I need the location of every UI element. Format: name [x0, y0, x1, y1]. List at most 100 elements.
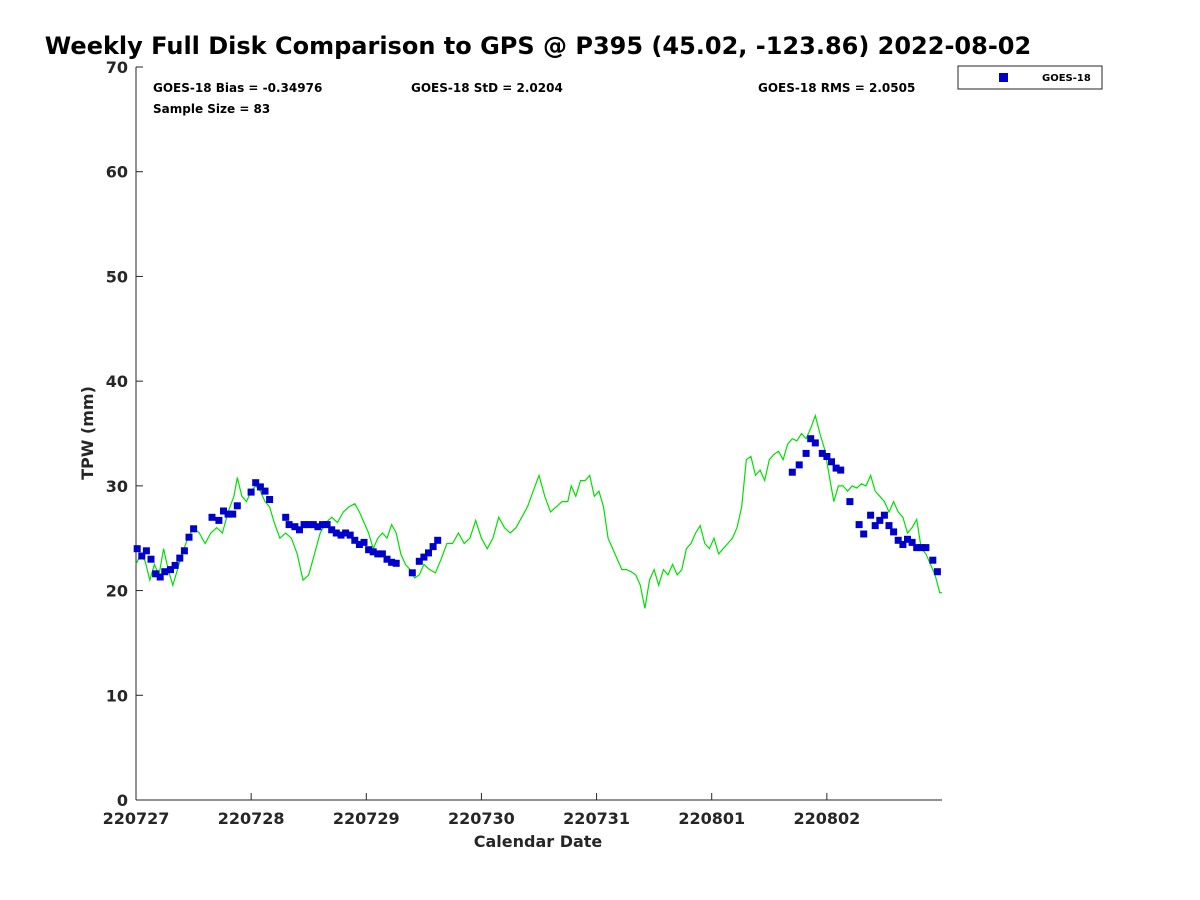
axes	[135, 67, 942, 801]
goes-18-point	[351, 536, 359, 544]
goes-18-point	[933, 568, 941, 576]
goes-18-point	[190, 525, 198, 533]
goes-18-point	[908, 538, 916, 546]
goes-18-point	[795, 461, 803, 469]
y-tick-label: 30	[106, 477, 128, 496]
legend-marker-goes-18	[999, 73, 1008, 82]
legend-box	[957, 65, 1103, 90]
stat-sample-size: Sample Size = 83	[153, 102, 270, 116]
gps-line	[135, 413, 942, 609]
goes-18-point	[408, 569, 416, 577]
goes-18-point	[147, 555, 155, 563]
goes-18-point	[434, 536, 442, 544]
legend: GOES-18	[957, 65, 1103, 90]
goes-18-point	[346, 531, 354, 539]
goes-18-point	[342, 529, 350, 537]
x-tick-label: 220802	[793, 809, 860, 828]
goes-18-point	[282, 513, 290, 521]
y-axis-ticks: 0 10 20 30 40 50 60 70	[106, 58, 143, 810]
legend-label-goes-18: GOES-18	[1042, 73, 1091, 84]
stat-bias: GOES-18 Bias = -0.34976	[153, 81, 322, 95]
goes-18-point	[880, 511, 888, 519]
goes-18-point	[388, 558, 396, 566]
goes-18-point	[360, 538, 368, 546]
goes-18-point	[355, 541, 363, 548]
goes-18-point	[305, 521, 313, 529]
goes-18-point	[138, 552, 146, 560]
goes-18-point	[208, 513, 216, 521]
goes-18-point	[811, 439, 819, 447]
goes-18-point	[828, 458, 835, 466]
goes-18-point	[415, 557, 423, 565]
goes-18-point	[832, 464, 840, 472]
goes-18-point	[266, 496, 274, 503]
goes-series	[133, 435, 941, 581]
goes-18-point	[855, 521, 863, 529]
stat-rms: GOES-18 RMS = 2.0505	[758, 81, 915, 95]
x-tick-label: 220729	[333, 809, 400, 828]
goes-18-point	[328, 526, 336, 534]
goes-18-point	[156, 573, 164, 581]
y-tick-label: 20	[106, 582, 128, 601]
goes-18-point	[894, 536, 902, 544]
x-axis-ticks: 220727 220728 220729 220730 220731 220801 2208…	[103, 793, 860, 828]
goes-18-point	[323, 521, 331, 529]
goes-18-point	[229, 510, 237, 518]
goes-18-point	[420, 553, 428, 561]
goes-18-point	[252, 479, 260, 487]
goes-18-point	[383, 555, 391, 563]
goes-18-point	[885, 522, 893, 530]
goes-18-point	[185, 533, 193, 541]
goes-18-point	[161, 568, 169, 576]
goes-18-point	[374, 550, 382, 558]
goes-18-point	[917, 544, 925, 552]
goes-18-point	[429, 543, 437, 551]
y-tick-label: 0	[117, 791, 128, 810]
goes-18-point	[369, 548, 377, 556]
y-tick-label: 40	[106, 372, 128, 391]
goes-18-point	[300, 521, 308, 529]
goes-18-point	[860, 530, 868, 538]
x-tick-label: 220731	[563, 809, 630, 828]
goes-18-point	[425, 549, 432, 557]
x-tick-label: 220728	[218, 809, 285, 828]
goes-18-point	[867, 511, 875, 519]
goes-18-point	[167, 566, 174, 574]
goes-18-point	[890, 528, 898, 536]
goes-18-point	[802, 449, 810, 457]
goes-18-point	[285, 521, 293, 529]
goes-18-point	[319, 521, 326, 529]
goes-18-point	[378, 550, 386, 558]
goes-18-point	[133, 545, 141, 553]
x-tick-label: 220730	[448, 809, 515, 828]
goes-18-point	[215, 516, 223, 524]
stat-std: GOES-18 StD = 2.0204	[411, 81, 563, 95]
goes-18-point	[788, 468, 796, 476]
goes-18-point	[314, 523, 322, 531]
goes-18-point	[899, 541, 907, 548]
y-tick-label: 70	[106, 58, 128, 77]
goes-18-point	[922, 544, 930, 552]
goes-18-point	[929, 556, 937, 564]
goes-18-point	[142, 547, 150, 555]
goes-18-point	[837, 466, 845, 474]
goes-18-point	[818, 449, 826, 457]
goes-18-point	[876, 516, 884, 524]
goes-18-point	[152, 570, 160, 578]
goes-18-point	[171, 561, 179, 569]
x-tick-label: 220727	[103, 809, 170, 828]
plot-area	[136, 67, 942, 800]
goes-18-point	[261, 487, 269, 495]
chart-title: Weekly Full Disk Comparison to GPS @ P39…	[45, 32, 1031, 60]
goes-18-point	[233, 502, 241, 510]
x-axis-label: Calendar Date	[474, 832, 603, 851]
gps-series	[135, 413, 942, 609]
goes-18-point	[904, 535, 911, 543]
goes-18-point	[247, 488, 255, 496]
goes-18-point	[337, 531, 345, 539]
goes-18-point	[220, 507, 227, 515]
y-tick-label: 50	[106, 267, 128, 286]
goes-18-point	[823, 453, 831, 460]
goes-18-point	[846, 498, 854, 506]
